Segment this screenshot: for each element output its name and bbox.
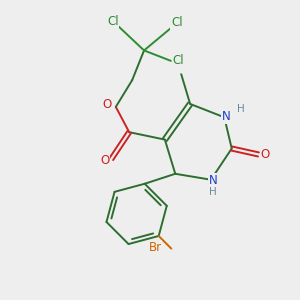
Text: N: N [222, 110, 231, 123]
Text: Cl: Cl [171, 16, 183, 29]
Text: Cl: Cl [107, 15, 119, 28]
Text: Cl: Cl [172, 54, 184, 67]
Text: N: N [208, 174, 217, 187]
Text: H: H [209, 187, 217, 197]
Text: O: O [260, 148, 270, 161]
Text: O: O [103, 98, 112, 111]
Text: Br: Br [148, 241, 161, 254]
Text: H: H [237, 104, 244, 114]
Text: O: O [100, 154, 110, 167]
